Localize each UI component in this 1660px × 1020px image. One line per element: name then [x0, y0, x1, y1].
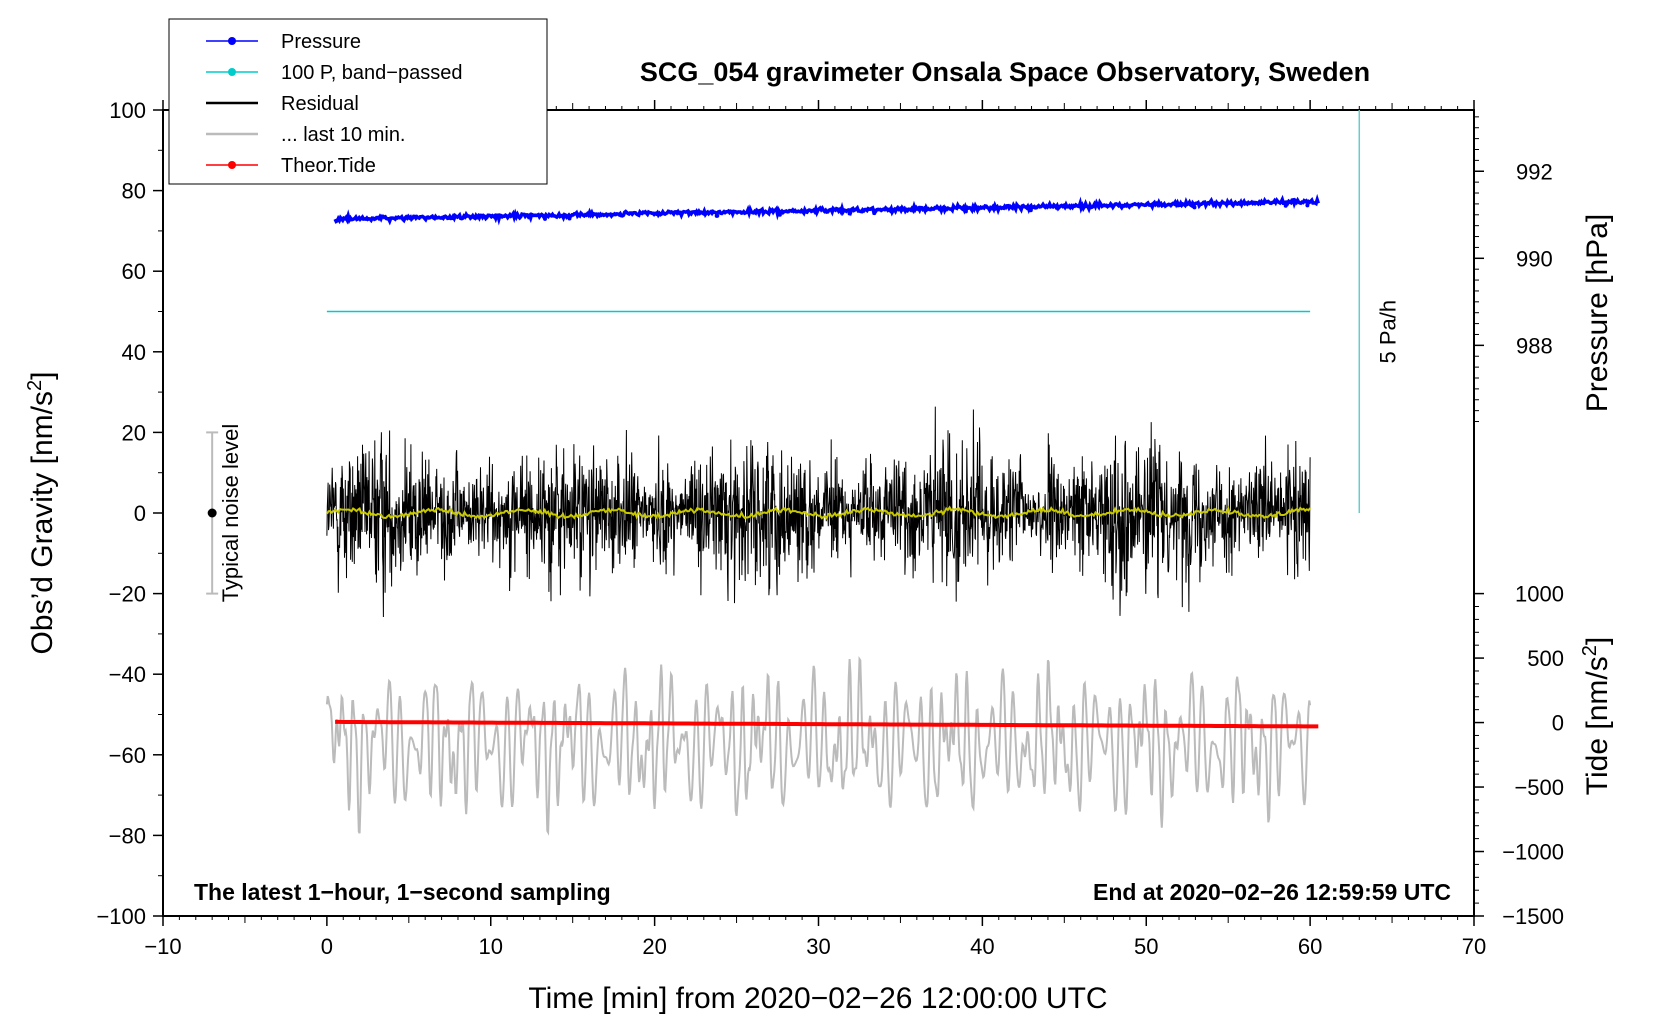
series-layer	[325, 193, 1320, 836]
y-left-tick-label: −40	[109, 662, 146, 687]
x-tick-label: 40	[970, 934, 994, 959]
legend-entry-marker	[228, 161, 236, 169]
legend-entry-label: Pressure	[281, 31, 361, 53]
y-axis-label-pressure: Pressure [hPa]	[1581, 214, 1614, 412]
y-axis-label-tide: Tide [nm/s2]	[1579, 637, 1614, 795]
legend: Pressure 100 P, band−passed Residual ... la…	[168, 18, 548, 185]
y-left-tick-label: 60	[122, 259, 146, 284]
tide-label-sup: 2	[1579, 645, 1601, 656]
series-last-10-min-line	[325, 655, 1312, 836]
x-tick-label: 0	[321, 934, 333, 959]
y-left-tick-label: 80	[122, 179, 146, 204]
tide-label-main: Tide [nm/s	[1581, 656, 1614, 795]
series-pressure-point	[777, 212, 782, 217]
pressure-tick-label: 992	[1516, 159, 1553, 184]
y-axis-label-left: Obs’d Gravity [nm/s2]	[24, 372, 59, 655]
series-pressure-point	[567, 216, 572, 221]
tide-label-end: ]	[1581, 637, 1614, 645]
y-left-tick-label: 100	[109, 98, 146, 123]
y-left-tick-label: 40	[122, 340, 146, 365]
y-left-tick-label: 20	[122, 420, 146, 445]
y-left-tick-label: −60	[109, 743, 146, 768]
x-tick-label: −10	[144, 934, 181, 959]
x-tick-label: 30	[806, 934, 830, 959]
y-left-label-main: Obs’d Gravity [nm/s	[26, 391, 59, 654]
x-axis-label: Time [min] from 2020−02−26 12:00:00 UTC	[528, 982, 1107, 1015]
series-pressure-line	[333, 193, 1320, 226]
legend-entry-label: ... last 10 min.	[281, 124, 406, 146]
tide-tick-label: −1000	[1502, 840, 1564, 865]
tide-tick-label: −500	[1514, 775, 1564, 800]
annotation-end-time: End at 2020−02−26 12:59:59 UTC	[1093, 879, 1451, 905]
x-tick-label: 20	[642, 934, 666, 959]
series-pressure-point	[847, 211, 852, 216]
y-left-label-end: ]	[26, 372, 59, 380]
series-theor-tide-line	[335, 719, 1319, 729]
series-pressure-point	[963, 209, 968, 214]
series-pressure-point	[714, 213, 719, 218]
extras-layer: Typical noise level 5 Pa/h	[206, 110, 1400, 602]
y-left-tick-label: −20	[109, 582, 146, 607]
legend-entries: Pressure 100 P, band−passed Residual ... la…	[206, 31, 462, 177]
axes-layer: −10 0 10 20 30 40 50 60 70100806040200−20−40−60−…	[96, 98, 1564, 959]
x-tick-label: 10	[479, 934, 503, 959]
chart-title: SCG_054 gravimeter Onsala Space Observat…	[640, 57, 1370, 87]
x-tick-label: 50	[1134, 934, 1158, 959]
series-pressure-point	[1305, 203, 1310, 208]
series-pressure-point	[1283, 203, 1288, 208]
legend-box	[168, 18, 548, 185]
legend-entry-label: Theor.Tide	[281, 155, 376, 177]
y-left-tick-label: 0	[134, 501, 146, 526]
pressure-tick-label: 990	[1516, 246, 1553, 271]
series-pressure-point	[543, 216, 547, 221]
series-residual-smoothed-line	[326, 505, 1311, 521]
y-left-tick-label: −80	[109, 823, 146, 848]
legend-entry-label: Residual	[281, 93, 359, 115]
tide-tick-label: 0	[1552, 711, 1564, 736]
y-left-tick-label: −100	[96, 904, 146, 929]
rate-bar-label: 5 Pa/h	[1375, 300, 1400, 364]
series-pressure-point	[1028, 208, 1033, 213]
tide-tick-label: −1500	[1502, 904, 1564, 929]
tide-tick-label: 500	[1527, 646, 1564, 671]
annotation-sampling: The latest 1−hour, 1−second sampling	[194, 879, 611, 905]
y-left-label-sup: 2	[24, 380, 46, 391]
series-pressure-point	[872, 211, 877, 216]
series-pressure-point	[1192, 205, 1197, 210]
legend-entry-marker	[228, 37, 236, 45]
noise-bar-center-dot	[207, 508, 217, 518]
legend-entry-label: 100 P, band−passed	[281, 62, 462, 84]
legend-entry-marker	[228, 68, 236, 76]
noise-bar-label: Typical noise level	[218, 424, 243, 603]
pressure-tick-label: 988	[1516, 333, 1553, 358]
tide-tick-label: 1000	[1515, 582, 1564, 607]
x-tick-label: 70	[1462, 934, 1486, 959]
x-tick-label: 60	[1298, 934, 1322, 959]
